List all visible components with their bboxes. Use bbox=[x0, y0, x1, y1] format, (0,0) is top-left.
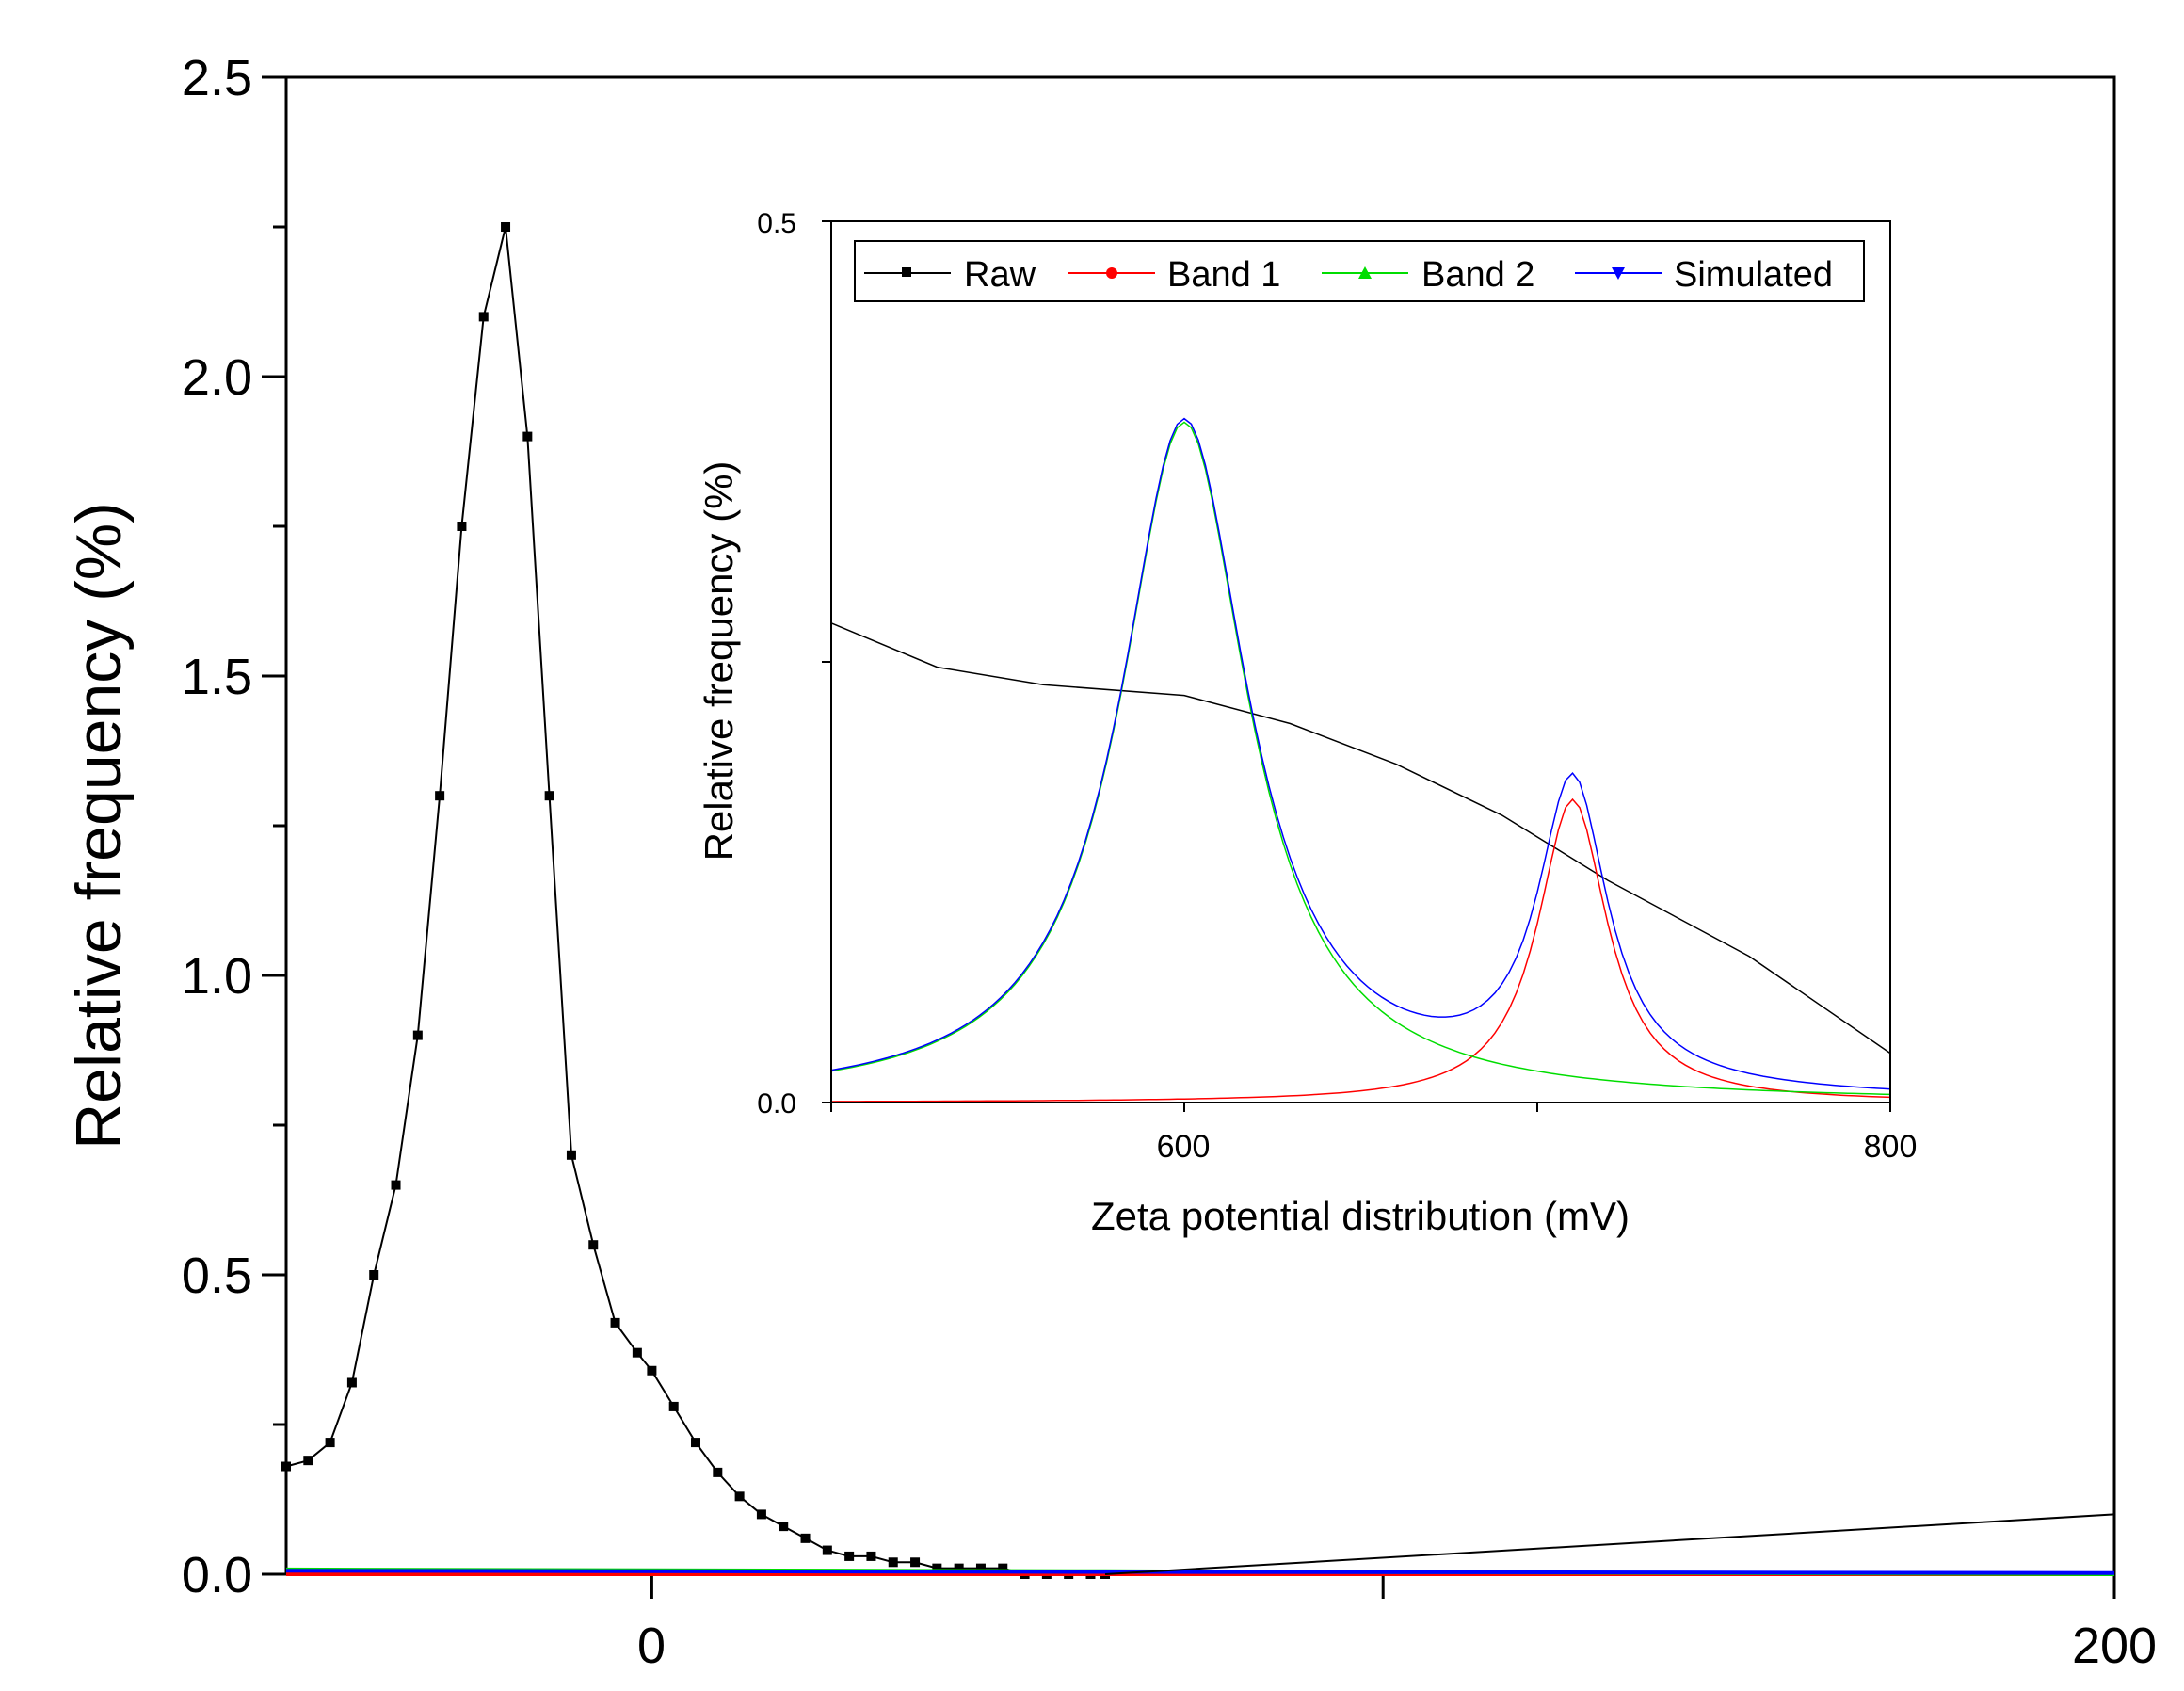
inset-y-tick-label-0: 0.0 bbox=[757, 1088, 796, 1119]
legend-raw-marker bbox=[902, 267, 911, 277]
main-raw-marker bbox=[281, 1461, 291, 1472]
main-raw-marker bbox=[501, 222, 511, 232]
legend-box bbox=[854, 240, 1865, 302]
main-raw-marker bbox=[713, 1467, 723, 1477]
main-raw-marker bbox=[734, 1491, 745, 1502]
main-y-tick-label-3: 1.5 bbox=[182, 649, 252, 705]
main-raw-marker bbox=[369, 1270, 379, 1280]
inset-x-tick-label-0: 600 bbox=[1157, 1129, 1211, 1165]
main-raw-marker bbox=[457, 522, 467, 531]
main-y-tick-label-0: 0.0 bbox=[182, 1547, 252, 1603]
main-raw-marker bbox=[391, 1180, 401, 1190]
inset-x-axis-title: Zeta potential distribution (mV) bbox=[1091, 1194, 1630, 1238]
main-raw-marker bbox=[975, 1563, 986, 1573]
legend-band1-label: Band 1 bbox=[1167, 255, 1280, 295]
main-raw-marker bbox=[910, 1557, 921, 1568]
main-y-tick-label-1: 0.5 bbox=[182, 1248, 252, 1304]
inset-simulated-line bbox=[830, 417, 1891, 1090]
main-raw-marker bbox=[478, 312, 489, 322]
main-y-tick-label-4: 2.0 bbox=[182, 349, 252, 406]
main-raw-marker bbox=[756, 1509, 766, 1520]
main-raw-marker bbox=[544, 791, 554, 801]
inset-y-axis-title: Relative frequency (%) bbox=[697, 461, 741, 862]
legend-simulated-marker bbox=[1612, 267, 1625, 280]
legend-band2-label: Band 2 bbox=[1421, 255, 1534, 295]
main-series-line-4 bbox=[1104, 1513, 2115, 1575]
main-x-tick-label-0: 0 bbox=[637, 1618, 666, 1674]
main-series-line-3 bbox=[285, 1569, 2115, 1575]
main-raw-marker bbox=[822, 1545, 832, 1555]
main-raw-marker bbox=[566, 1150, 576, 1160]
main-raw-marker bbox=[588, 1240, 599, 1250]
main-raw-marker bbox=[691, 1438, 701, 1448]
main-raw-marker bbox=[647, 1365, 657, 1376]
main-raw-marker bbox=[932, 1563, 942, 1573]
main-raw-marker bbox=[303, 1456, 313, 1466]
main-raw-marker bbox=[632, 1347, 642, 1358]
inset-band2-line bbox=[830, 421, 1891, 1096]
main-x-tick-label-1: 200 bbox=[2072, 1618, 2157, 1674]
main-raw-marker bbox=[668, 1401, 679, 1411]
main-raw-marker bbox=[954, 1563, 964, 1573]
main-raw-marker bbox=[844, 1551, 855, 1561]
inset-series-group bbox=[830, 417, 1891, 1103]
inset-legend: Raw Band 1 Band 2 Simulated bbox=[854, 240, 1865, 302]
inset-axis-ticks bbox=[822, 220, 1891, 1112]
main-raw-marker bbox=[800, 1533, 811, 1543]
main-y-axis-title: Relative frequency (%) bbox=[63, 502, 135, 1150]
inset-raw-line bbox=[830, 622, 1891, 1055]
inset-y-tick-label-1: 0.5 bbox=[757, 208, 796, 239]
main-raw-marker bbox=[866, 1551, 876, 1561]
main-raw-marker bbox=[888, 1557, 898, 1568]
inset-band1-line bbox=[830, 797, 1891, 1103]
main-y-tick-label-5: 2.5 bbox=[182, 50, 252, 106]
main-raw-marker bbox=[522, 431, 533, 442]
main-raw-marker bbox=[346, 1377, 357, 1388]
inset-x-tick-label-1: 800 bbox=[1864, 1129, 1918, 1165]
legend-band2-marker bbox=[1358, 266, 1372, 279]
main-raw-marker bbox=[998, 1563, 1008, 1573]
legend-simulated-label: Simulated bbox=[1674, 255, 1833, 295]
inset-background bbox=[827, 221, 1890, 1103]
main-raw-marker bbox=[325, 1438, 335, 1448]
main-raw-marker bbox=[435, 791, 445, 801]
legend-band1-marker bbox=[1106, 267, 1117, 279]
legend-raw-label: Raw bbox=[964, 255, 1036, 295]
main-raw-marker bbox=[610, 1317, 620, 1328]
main-y-tick-label-2: 1.0 bbox=[182, 948, 252, 1005]
main-raw-marker bbox=[779, 1522, 789, 1532]
main-axis-ticks bbox=[262, 75, 2116, 1599]
main-raw-marker bbox=[412, 1030, 423, 1040]
main-series-group bbox=[281, 222, 2115, 1579]
